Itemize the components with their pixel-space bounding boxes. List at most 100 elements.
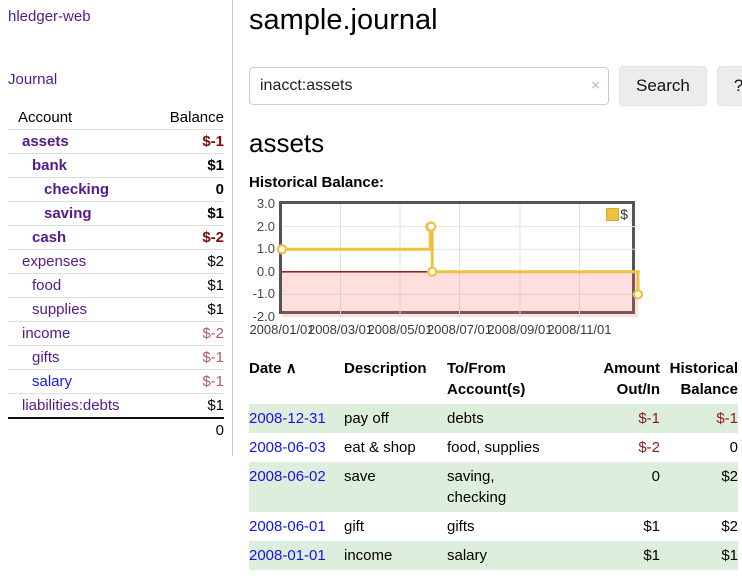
account-balance: $1 [207,397,224,414]
historical-balance-chart: $ 3.0 2.0 1.0 0.0 -1.0 -2.0 2008/01/01 2008/03/… [249,196,649,339]
register-row: 2008-06-02 save saving, checking 0 $2 [249,462,738,512]
chart-heading: Historical Balance: [249,174,385,191]
sidebar: hledger-web Journal Account Balance asse… [0,0,233,456]
account-row-salary: salary $-1 [8,369,224,393]
y-axis-tick-label: -1.0 [252,286,275,302]
account-row-liabilities-debts: liabilities:debts $1 [8,393,224,417]
account-link-salary[interactable]: salary [32,373,73,390]
account-link-food[interactable]: food [32,277,62,294]
chart-canvas [276,204,644,317]
account-row-food: food $1 [8,273,224,297]
account-balance: $2 [207,253,224,270]
account-link-bank[interactable]: bank [32,157,68,174]
y-axis-tick-label: 3.0 [256,196,275,211]
transaction-balance: $-1 [716,410,738,427]
transaction-date-link[interactable]: 2008-06-02 [249,468,326,485]
chart-legend: $ [604,206,630,222]
register-row: 2008-12-31 pay off debts $-1 $-1 [249,404,738,433]
account-row-supplies: supplies $1 [8,297,224,321]
transaction-description: save [344,468,376,485]
chart-plot-area[interactable]: $ [276,201,644,317]
transaction-date-link[interactable]: 2008-06-03 [249,439,326,456]
sort-ascending-icon: ∧ [285,360,297,377]
account-row-expenses: expenses $2 [8,249,224,273]
account-balance: $1 [207,205,224,222]
transaction-date-link[interactable]: 2008-12-31 [249,410,326,427]
account-link-income[interactable]: income [22,325,71,342]
transaction-amount: $1 [643,547,660,564]
accounts-total-row: 0 [8,417,224,442]
accounts-column-header: To/From Account(s) [447,360,526,398]
account-link-checking[interactable]: checking [44,181,110,198]
register-header-row: Date ∧ Description To/From Account(s) Am… [249,356,738,404]
balance-column-header: Historical Balance [669,360,738,398]
transaction-accounts: food, supplies [447,439,540,456]
transaction-description: eat & shop [344,439,416,456]
account-link-cash[interactable]: cash [32,229,67,246]
account-link-saving[interactable]: saving [44,205,92,222]
amount-column-header: Amount Out/In [603,360,660,398]
search-input[interactable] [249,67,609,105]
x-axis-tick-label: 2008/03/01 [307,322,374,337]
account-heading: assets [249,128,325,158]
y-axis-tick-label: -2.0 [252,309,275,324]
sidebar-item-journal[interactable]: Journal [8,71,58,88]
account-link-expenses[interactable]: expenses [22,253,87,270]
x-axis-tick-label: 2008/01/01 [249,322,315,337]
legend-label: $ [620,206,628,222]
transaction-accounts: debts [447,410,484,427]
account-column-header: Account [18,109,73,126]
transaction-balance: 0 [729,439,738,456]
account-link-supplies[interactable]: supplies [32,301,88,318]
date-column-header: Date ∧ [249,360,297,377]
transaction-balance: $2 [721,468,738,485]
search-form: × Search ? [249,66,742,106]
register-row: 2008-06-03 eat & shop food, supplies $-2… [249,433,738,462]
transaction-accounts: gifts [447,518,475,535]
transaction-balance: $1 [721,547,738,564]
page-title: sample.journal [249,4,438,36]
search-button[interactable]: Search [619,66,707,106]
account-row-bank: bank $1 [8,153,224,177]
balance-column-header: Balance [169,109,224,126]
accounts-table: Account Balance assets $-1 bank $1 check… [8,106,224,442]
account-balance: $1 [207,277,224,294]
x-axis-tick-label: 2008/09/01 [487,322,553,337]
x-axis-tick-label: 2008/11/01 [547,322,612,337]
transaction-date-link[interactable]: 2008-01-01 [249,547,326,564]
account-link-liabilities-debts[interactable]: liabilities:debts [22,397,120,414]
series-swatch-icon [606,207,620,221]
account-row-cash: cash $-2 [8,225,224,249]
y-axis-tick-label: 2.0 [256,218,275,234]
account-balance: $-2 [202,325,224,342]
transaction-description: income [344,547,393,564]
account-row-checking: checking 0 [8,177,224,201]
transaction-description: gift [344,518,365,535]
transaction-accounts: saving, checking [447,468,507,506]
main-content: sample.journal × Search ? assets Histori… [233,0,742,570]
account-balance: $1 [207,301,224,318]
help-button[interactable]: ? [716,66,742,106]
account-row-income: income $-2 [8,321,224,345]
accounts-table-header: Account Balance [8,106,224,129]
y-axis-tick-label: 1.0 [256,241,275,257]
clear-search-icon[interactable]: × [591,77,600,94]
account-row-gifts: gifts $-1 [8,345,224,369]
account-balance: $-1 [202,373,224,390]
transaction-amount: 0 [651,468,660,485]
app-title-link[interactable]: hledger-web [8,8,91,25]
transaction-accounts: salary [447,547,488,564]
transaction-amount: $1 [643,518,660,535]
account-balance: $1 [207,157,224,174]
x-axis-tick-label: 2008/05/01 [367,322,433,337]
transaction-amount: $-2 [638,439,660,456]
account-balance: 0 [215,181,224,198]
y-axis-tick-label: 0.0 [256,263,275,279]
transaction-amount: $-1 [638,410,660,427]
register-table: Date ∧ Description To/From Account(s) Am… [249,356,738,570]
transaction-description: pay off [344,410,389,427]
transaction-date-link[interactable]: 2008-06-01 [249,518,326,535]
account-link-assets[interactable]: assets [22,133,69,150]
account-link-gifts[interactable]: gifts [32,349,60,366]
account-balance: $-1 [202,349,224,366]
